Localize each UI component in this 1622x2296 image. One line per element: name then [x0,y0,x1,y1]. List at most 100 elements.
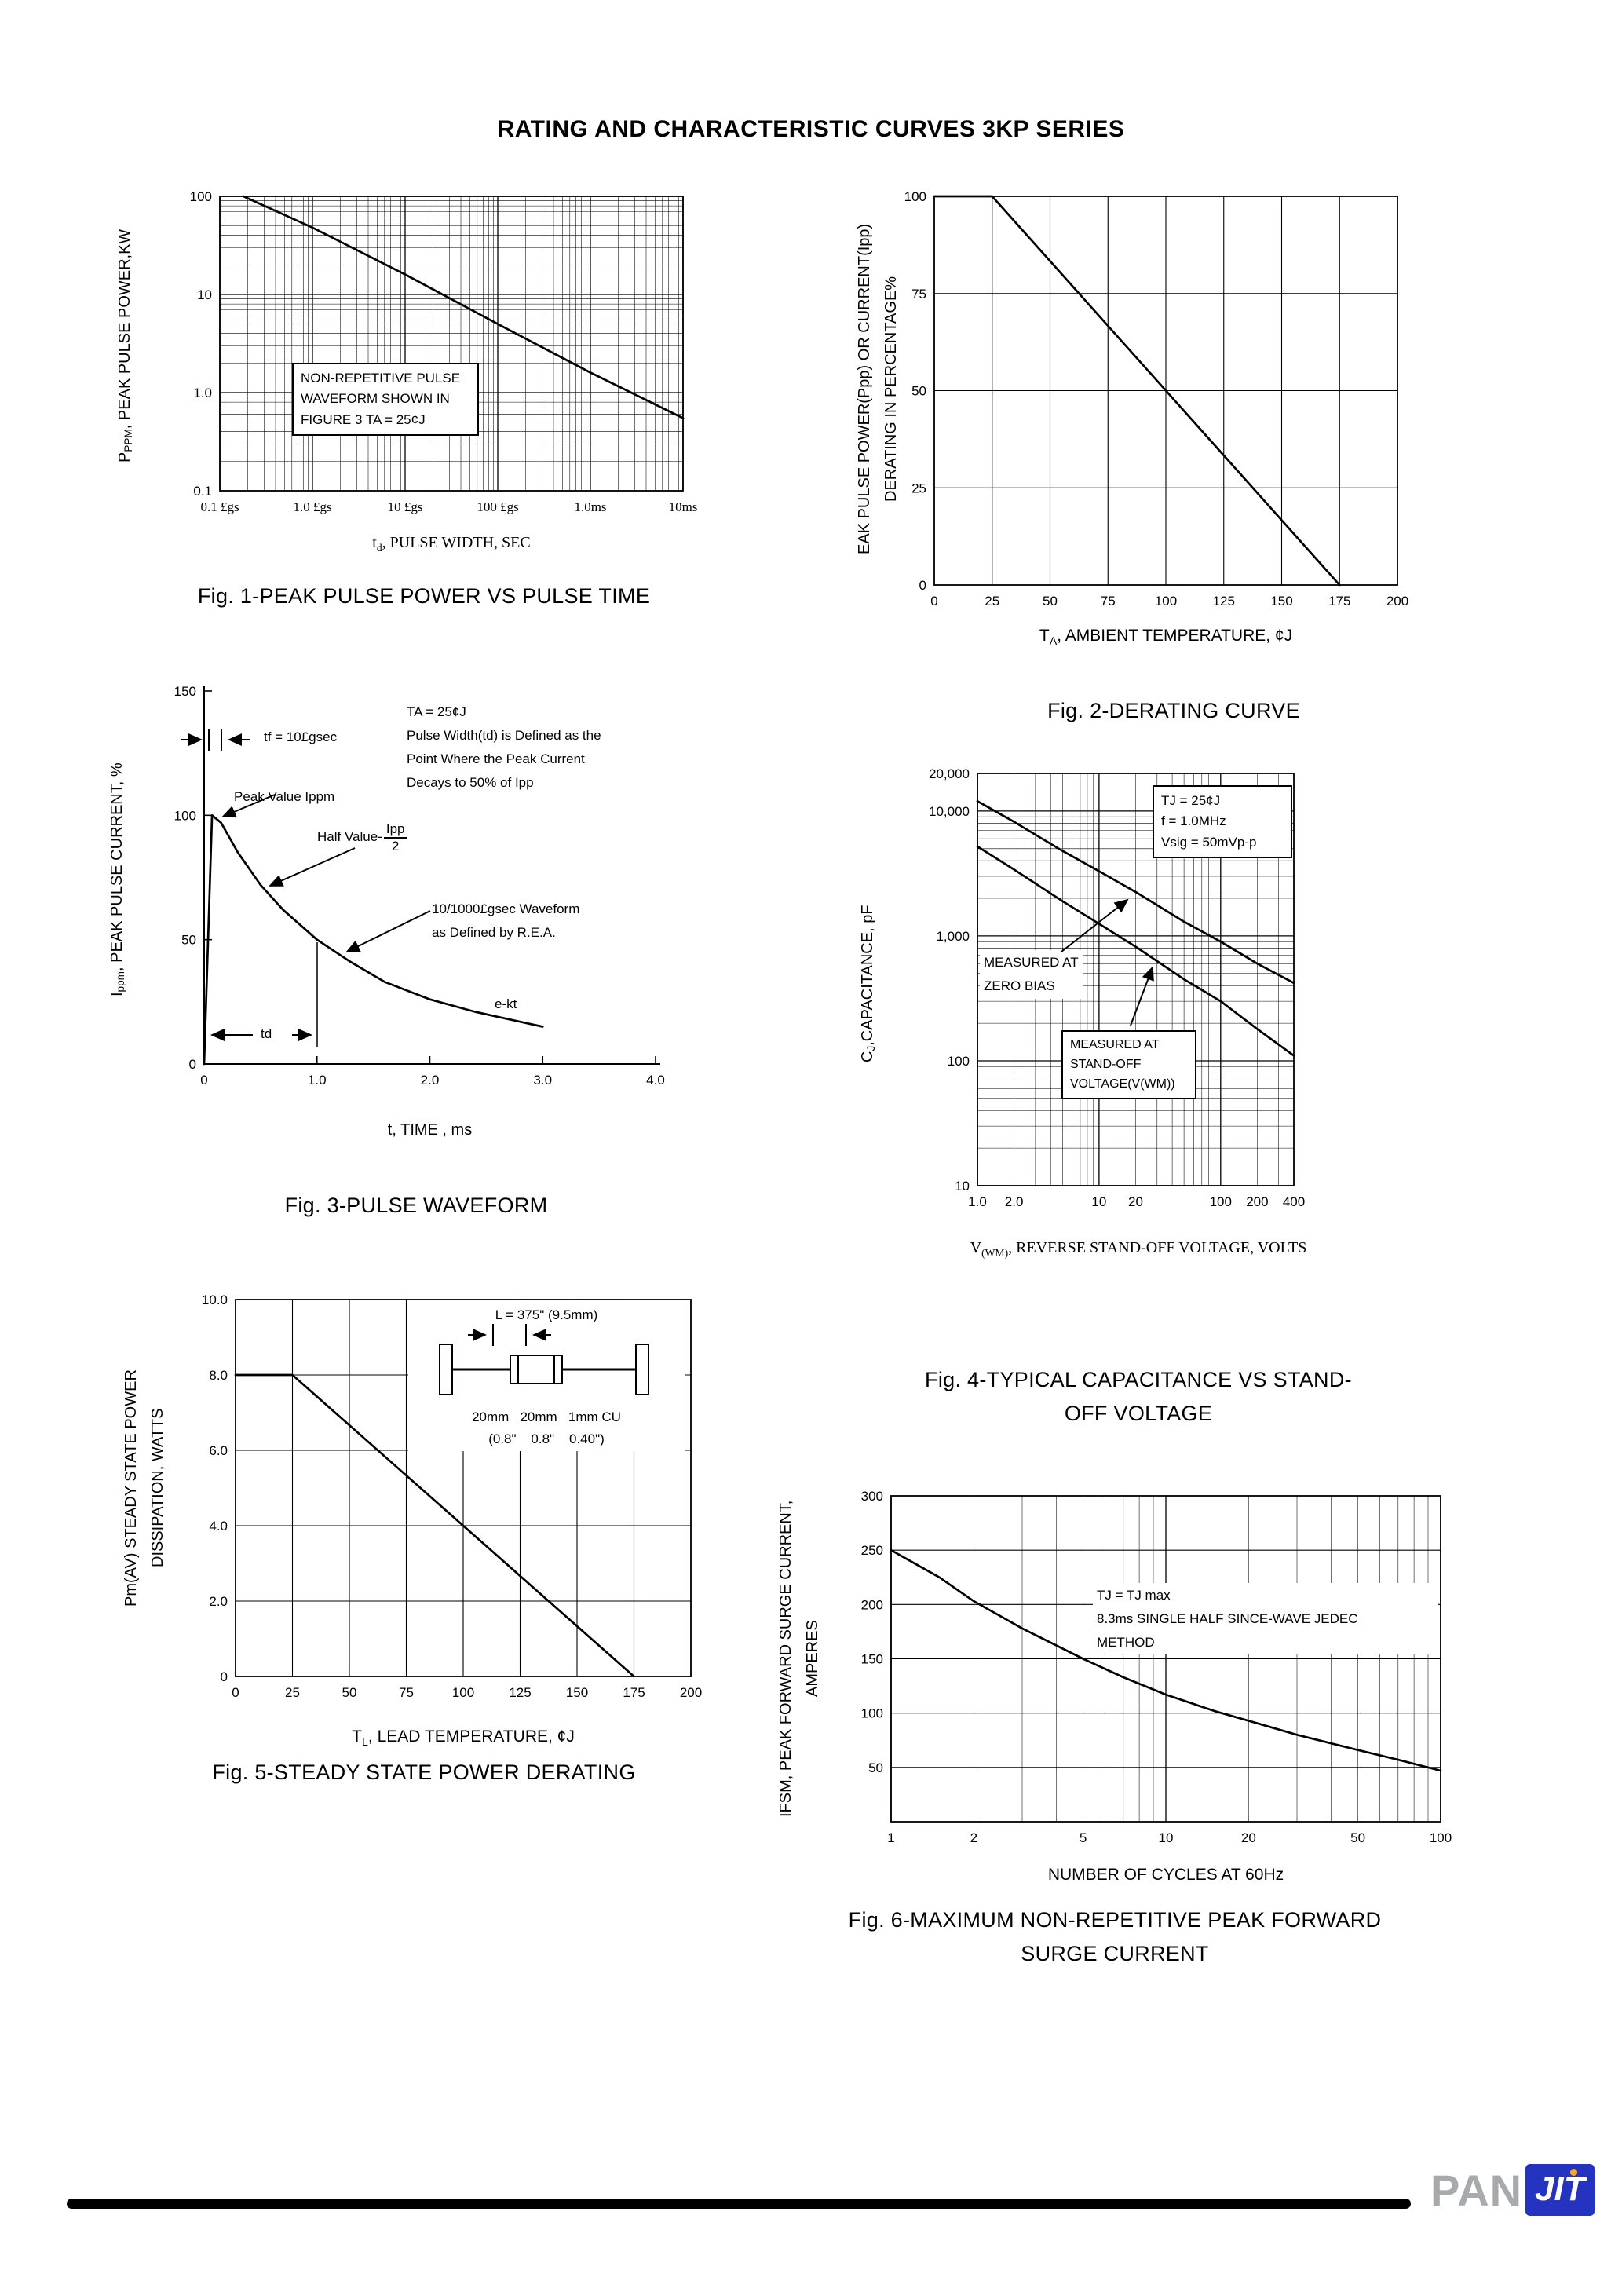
fig4-y-label-sub: J [865,1045,877,1051]
x-tick-label: 1.0 [308,1073,327,1088]
x-tick-label: 200 [680,1685,702,1700]
y-tick-label: 0.1 [193,484,212,499]
fig1-chart: 0.1 £gs 1.0 £gs 10 £gs 100 £gs 1.0ms 10ms 100 1… [190,189,698,514]
fig2-x-axis-title: TA, AMBIENT TEMPERATURE, ¢J [934,627,1397,648]
fig1-x-label-pre: t [372,534,377,551]
jit-dot-icon [1570,2169,1578,2176]
fig4-cond-line2: f = 1.0MHz [1161,813,1226,829]
fig6-chart: 1 2 5 10 20 50 100 50 100 150 200 250 300 [861,1489,1452,1845]
fig2-chart: 0 25 50 75 100 125 150 175 200 0 25 50 75 100 [904,189,1409,609]
x-tick-label: 10ms [669,499,698,514]
fig3-x-label-post: , TIME , ms [392,1121,473,1139]
fig6-cond-line1: TJ = TJ max [1097,1588,1171,1603]
x-tick-label: 100 £gs [477,499,518,514]
fig5-y-axis-title-line1: Pm(AV) STEADY STATE POWER [122,1369,140,1607]
plot-border [219,196,684,492]
fig1-caption: Fig. 1-PEAK PULSE POWER VS PULSE TIME [197,584,651,608]
fig3-pw-line1: Pulse Width(td) is Defined as the [407,728,601,743]
x-tick-label: 5 [1080,1830,1087,1845]
fig4-zero-bias-label: MEASURED AT ZERO BIAS [980,950,1083,999]
x-tick-label: 0 [200,1073,207,1088]
y-tick-label: 50 [181,933,196,948]
y-tick-label: 0 [189,1057,196,1072]
x-tick-label: 1.0 [968,1194,987,1209]
fig2-x-label-post: , AMBIENT TEMPERATURE, ¢J [1057,627,1293,645]
x-tick-label: 75 [1101,594,1116,609]
fig1-note-line3: FIGURE 3 TA = 25¢J [301,411,426,427]
fig6-y-axis-title-line1: IFSM, PEAK FORWARD SURGE CURRENT, [777,1500,795,1818]
y-tick-label: 8.0 [209,1368,228,1383]
x-tick-label: 10 [1091,1194,1106,1209]
fig1-note: NON-REPETITIVE PULSE WAVEFORM SHOWN IN F… [292,363,479,437]
x-tick-label: 50 [1350,1830,1365,1845]
fig3-y-axis-title: Ippm, PEAK PULSE CURRENT, % [108,691,126,1068]
fig3-y-label-post: , PEAK PULSE CURRENT, % [108,762,126,971]
fig4-y-axis-title: CJ,CAPACITANCE, pF [859,777,877,1190]
x-tick-label: 10 £gs [388,499,423,514]
fig2-caption: Fig. 2-DERATING CURVE [1047,699,1300,722]
y-tick-label: 150 [861,1652,883,1667]
fig3-x-axis-title: t, TIME , ms [204,1121,656,1141]
fig4-caption: Fig. 4-TYPICAL CAPACITANCE VS STAND-OFF … [925,1368,1352,1426]
y-tick-label: 10 [197,287,212,302]
y-tick-label: 1,000 [936,929,970,944]
x-tick-label: 175 [1328,594,1350,609]
fig3-tf-annotation: tf = 10£gsec [264,729,338,744]
x-tick-label: 100 [1430,1830,1452,1845]
fig4-y-label-post: ,CAPACITANCE, pF [859,905,876,1046]
x-tick-label: 0 [930,594,937,609]
fig6-y-axis-title-line2: AMPERES [804,1620,821,1698]
x-tick-label: 100 [452,1685,474,1700]
fig6-cond-line2: 8.3ms SINGLE HALF SINCE-WAVE JEDEC [1097,1610,1358,1626]
fig4-zero-line1: MEASURED AT [984,955,1079,970]
series-derating [933,195,1341,587]
y-tick-label: 75 [911,287,926,302]
fig4-standoff-label: MEASURED AT STAND-OFF VOLTAGE(V(WM)) [1061,1030,1196,1100]
y-tick-label: 200 [861,1597,883,1612]
fig3-half-value-label: Half Value- Ipp 2 [317,821,407,854]
fig3-waveform-note: 10/1000£gsec Waveform as Defined by R.E.… [432,898,636,945]
x-tick-label: 0.1 £gs [200,499,239,514]
x-tick-label: 25 [985,594,999,609]
plot-border [890,1495,1441,1823]
fig1-y-axis-title: PPPM, PEAK PULSE POWER,KW [116,192,134,499]
fig3-td-label: td [261,1026,272,1041]
brand-logo: PAN JIT [1430,2164,1595,2216]
y-tick-label: 0 [919,578,926,593]
y-tick-label: 50 [868,1760,883,1775]
fig5-x-label-post: , LEAD TEMPERATURE, ¢J [367,1727,575,1746]
fig5-dimension-label-inch: (0.8" 0.8" 0.40") [488,1431,605,1446]
fig5-x-label-sub: L [361,1736,368,1749]
x-tick-label: 175 [623,1685,645,1700]
y-tick-label: 25 [911,481,926,495]
y-tick-label: 100 [861,1706,883,1721]
fig3-ekt-label: e-kt [495,996,517,1011]
x-tick-label: 2.0 [421,1073,440,1088]
x-tick-label: 20 [1128,1194,1143,1209]
plot-border [933,196,1398,586]
fig4-x-label-pre: V [970,1239,982,1256]
fig1-y-label-sub: PPM [122,428,134,452]
x-tick-label: 1 [887,1830,894,1845]
x-tick-label: 75 [399,1685,414,1700]
fig6-x-axis-title: NUMBER OF CYCLES AT 60Hz [891,1866,1441,1887]
y-tick-label: 4.0 [209,1519,228,1534]
fig5-dimension-label-mm: 20mm 20mm 1mm CU [472,1409,621,1424]
x-tick-label: 150 [566,1685,588,1700]
x-tick-label: 3.0 [533,1073,552,1088]
footer-rule [67,2199,1411,2209]
y-tick-label: 100 [174,808,196,823]
brand-jit-box: JIT [1525,2164,1595,2216]
fig3-y-label-sub: ppm [115,971,126,993]
fig3-pulse-width-note: Pulse Width(td) is Defined as the Point … [407,724,642,794]
x-tick-label: 0 [232,1685,239,1700]
plot-border [977,773,1295,1186]
fig6-conditions-note: TJ = TJ max 8.3ms SINGLE HALF SINCE-WAVE… [1093,1583,1438,1655]
y-tick-label: 300 [861,1489,883,1504]
fig4-cond-line3: Vsig = 50mVp-p [1161,834,1257,850]
series-pulse-waveform [203,813,544,1066]
series-peak-pulse-power [242,195,685,419]
fig4-cond-line1: TJ = 25¢J [1161,793,1221,808]
fig3-pw-line3: Decays to 50% of Ipp [407,774,534,790]
